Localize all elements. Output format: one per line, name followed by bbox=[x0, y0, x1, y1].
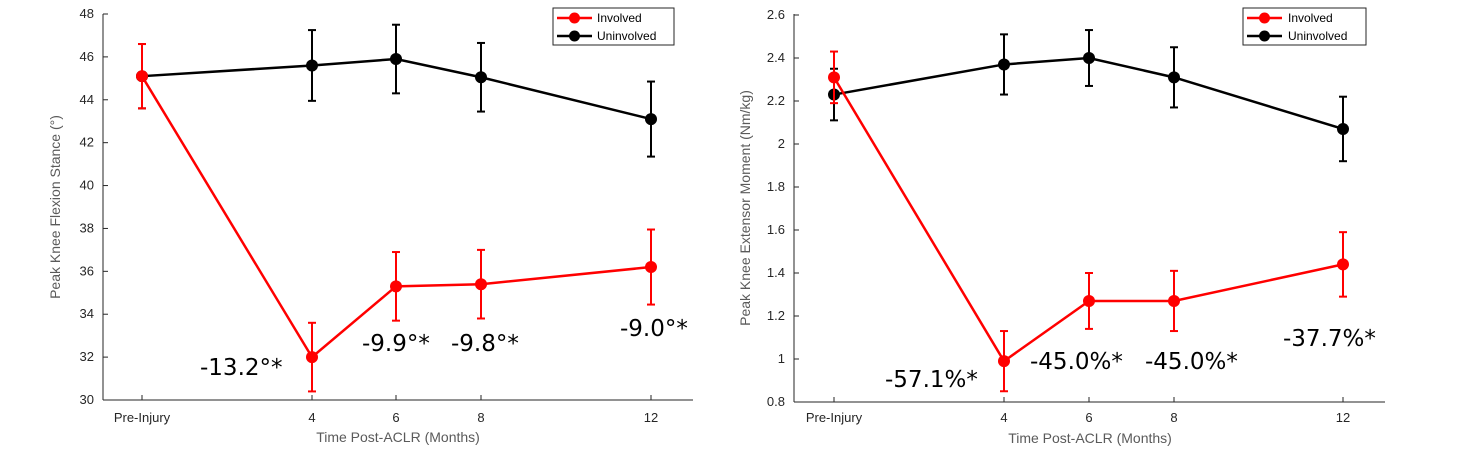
data-point bbox=[828, 71, 840, 84]
y-tick-label: 30 bbox=[80, 392, 94, 407]
data-point bbox=[475, 71, 487, 84]
y-tick-label: 32 bbox=[80, 349, 94, 364]
y-tick-label: 40 bbox=[80, 178, 94, 193]
y-tick-label: 2.2 bbox=[767, 93, 785, 108]
data-point bbox=[645, 261, 657, 274]
annotation-label: -9.0°* bbox=[620, 316, 688, 342]
y-tick-label: 1.2 bbox=[767, 308, 785, 323]
legend-uninvolved-marker bbox=[1259, 30, 1270, 42]
legend-involved-marker bbox=[1259, 12, 1270, 24]
x-ticks: Pre-Injury 4 6 8 12 bbox=[806, 397, 1350, 425]
y-tick-label: 36 bbox=[80, 263, 94, 278]
x-tick-label: 6 bbox=[1085, 410, 1092, 425]
x-ticks: Pre-Injury 4 6 8 12 bbox=[114, 395, 658, 425]
data-point bbox=[306, 59, 318, 72]
y-tick-label: 34 bbox=[80, 306, 94, 321]
x-tick-label: 8 bbox=[1170, 410, 1177, 425]
y-tick-label: 44 bbox=[80, 92, 94, 107]
x-axis-label: Time Post-ACLR (Months) bbox=[1008, 430, 1172, 446]
x-tick-label: 12 bbox=[644, 410, 658, 425]
x-tick-label: Pre-Injury bbox=[806, 410, 863, 425]
data-point bbox=[475, 278, 487, 291]
data-point bbox=[306, 351, 318, 364]
data-point bbox=[136, 70, 148, 83]
y-tick-label: 1 bbox=[778, 351, 785, 366]
data-point bbox=[1083, 294, 1095, 307]
series-involved bbox=[828, 50, 1349, 393]
y-tick-label: 46 bbox=[80, 49, 94, 64]
legend-involved-label: Involved bbox=[597, 11, 642, 25]
data-point bbox=[998, 58, 1010, 71]
annotation-label: -13.2°* bbox=[200, 355, 283, 381]
annotation-label: -57.1%* bbox=[885, 367, 978, 393]
y-axis-label: Peak Knee Extensor Moment (Nm/kg) bbox=[737, 90, 753, 326]
data-point bbox=[1083, 52, 1095, 64]
x-axis-label: Time Post-ACLR (Months) bbox=[316, 429, 480, 445]
y-tick-label: 1.8 bbox=[767, 179, 785, 194]
y-ticks: 30 32 34 36 38 40 42 44 46 48 bbox=[80, 6, 108, 407]
x-tick-label: 12 bbox=[1336, 410, 1350, 425]
legend-involved-marker bbox=[569, 12, 580, 24]
legend-uninvolved-label: Uninvolved bbox=[597, 29, 656, 43]
data-point bbox=[1168, 71, 1180, 84]
y-tick-label: 48 bbox=[80, 6, 94, 21]
series-involved bbox=[136, 43, 657, 393]
series-group bbox=[136, 23, 657, 393]
x-tick-label: 4 bbox=[308, 410, 315, 425]
x-tick-label: Pre-Injury bbox=[114, 410, 171, 425]
x-tick-label: 4 bbox=[1000, 410, 1007, 425]
annotation-label: -45.0%* bbox=[1030, 349, 1123, 375]
legend: Involved Uninvolved bbox=[1242, 7, 1367, 46]
data-point bbox=[390, 280, 402, 293]
x-tick-label: 6 bbox=[392, 410, 399, 425]
series-group bbox=[828, 29, 1349, 393]
data-point bbox=[998, 355, 1010, 368]
data-point bbox=[1168, 294, 1180, 307]
data-point bbox=[390, 53, 402, 66]
data-point bbox=[1337, 122, 1349, 135]
y-tick-label: 1.6 bbox=[767, 222, 785, 237]
y-tick-label: 38 bbox=[80, 220, 94, 235]
legend-involved-label: Involved bbox=[1288, 11, 1333, 25]
data-point bbox=[645, 113, 657, 126]
y-tick-label: 0.8 bbox=[767, 394, 785, 409]
annotation-label: -9.9°* bbox=[362, 331, 430, 357]
annotation-label: -9.8°* bbox=[451, 331, 519, 357]
y-tick-label: 2.4 bbox=[767, 50, 785, 65]
legend-uninvolved-label: Uninvolved bbox=[1288, 29, 1347, 43]
y-ticks: 0.8 1 1.2 1.4 1.6 1.8 2 2.2 2.4 2.6 bbox=[767, 7, 799, 409]
y-axis-label: Peak Knee Flexion Stance (°) bbox=[47, 115, 63, 299]
data-point bbox=[1337, 258, 1349, 271]
annotation-label: -37.7%* bbox=[1283, 326, 1376, 352]
y-tick-label: 42 bbox=[80, 135, 94, 150]
y-tick-label: 1.4 bbox=[767, 265, 785, 280]
series-uninvolved bbox=[828, 29, 1349, 163]
chart-right: 0.8 1 1.2 1.4 1.6 1.8 2 2.2 2.4 2.6 Pre-Injury 4 6 8… bbox=[737, 7, 1385, 446]
y-tick-label: 2 bbox=[778, 136, 785, 151]
x-tick-label: 8 bbox=[477, 410, 484, 425]
y-tick-label: 2.6 bbox=[767, 7, 785, 22]
annotation-label: -45.0%* bbox=[1145, 349, 1238, 375]
legend-uninvolved-marker bbox=[569, 30, 580, 42]
legend: Involved Uninvolved bbox=[552, 7, 675, 46]
